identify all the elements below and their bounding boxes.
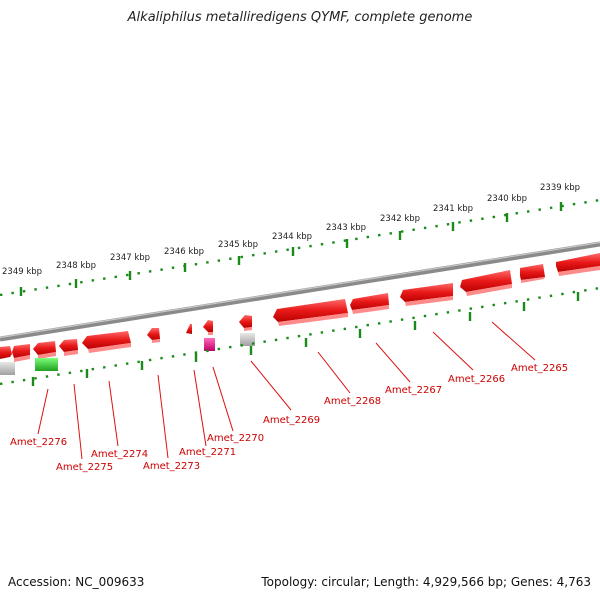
label-leaders	[37, 321, 536, 460]
kbp-label-2347: 2347 kbp	[110, 253, 150, 263]
accession-text: Accession: NC_009633	[8, 575, 145, 589]
kbp-labels: 2349 kbp 2348 kbp 2347 kbp 2346 kbp 2345…	[2, 183, 580, 277]
gene-label: Amet_2266	[448, 374, 505, 385]
outer-scale-arc	[0, 198, 600, 297]
kbp-label-2342: 2342 kbp	[380, 214, 420, 224]
gene-feature	[186, 324, 192, 334]
outer-scale-major-ticks	[19, 202, 563, 296]
outer-scale	[0, 198, 600, 297]
gene-label: Amet_2271	[179, 447, 236, 458]
gene-label: Amet_2273	[143, 461, 200, 472]
kbp-label-2341: 2341 kbp	[433, 204, 473, 214]
gene-feature	[33, 341, 56, 359]
gene-label: Amet_2274	[91, 449, 148, 460]
gene-feature	[460, 270, 512, 296]
gene-feature	[59, 339, 78, 356]
gene-label: Amet_2268	[324, 396, 381, 407]
gray-feature	[240, 333, 255, 346]
gene-feature	[12, 344, 30, 362]
kbp-label-2345: 2345 kbp	[218, 240, 258, 250]
map-title: Alkaliphilus metalliredigens QYMF, compl…	[127, 10, 473, 25]
gene-feature	[350, 293, 389, 314]
kbp-label-2343: 2343 kbp	[326, 223, 366, 233]
kbp-label-2348: 2348 kbp	[56, 261, 96, 271]
kbp-label-2349: 2349 kbp	[2, 267, 42, 277]
magenta-feature	[204, 338, 215, 351]
gene-label: Amet_2269	[263, 415, 320, 426]
forward-genes	[0, 253, 600, 362]
green-feature	[35, 358, 58, 371]
gene-feature	[147, 328, 160, 343]
kbp-label-2344: 2344 kbp	[272, 232, 312, 242]
gene-feature	[520, 264, 545, 283]
topology-text: Topology: circular; Length: 4,929,566 bp…	[261, 575, 591, 589]
gene-label: Amet_2265	[511, 363, 568, 374]
inner-scale-arc	[0, 286, 600, 386]
kbp-label-2340: 2340 kbp	[487, 194, 527, 204]
gene-labels: Amet_2276 Amet_2275 Amet_2274 Amet_2273 …	[10, 363, 568, 473]
gene-label: Amet_2270	[207, 433, 264, 444]
gene-label: Amet_2275	[56, 462, 113, 473]
gene-feature	[556, 253, 600, 276]
gene-label: Amet_2267	[385, 385, 442, 396]
gene-feature	[0, 346, 12, 359]
kbp-label-2339: 2339 kbp	[540, 183, 580, 193]
gene-feature	[203, 320, 213, 335]
genome-backbone-highlight	[0, 241, 600, 339]
rna-features	[0, 333, 255, 375]
gene-feature	[239, 315, 252, 331]
gene-feature	[82, 331, 131, 353]
genome-backbone	[0, 241, 600, 342]
gene-feature	[273, 299, 348, 326]
gene-label: Amet_2276	[10, 437, 67, 448]
gray-feature-left	[0, 362, 15, 375]
inner-scale-major-ticks	[31, 292, 580, 386]
inner-scale	[0, 286, 600, 386]
gene-feature	[400, 283, 453, 306]
kbp-label-2346: 2346 kbp	[164, 247, 204, 257]
